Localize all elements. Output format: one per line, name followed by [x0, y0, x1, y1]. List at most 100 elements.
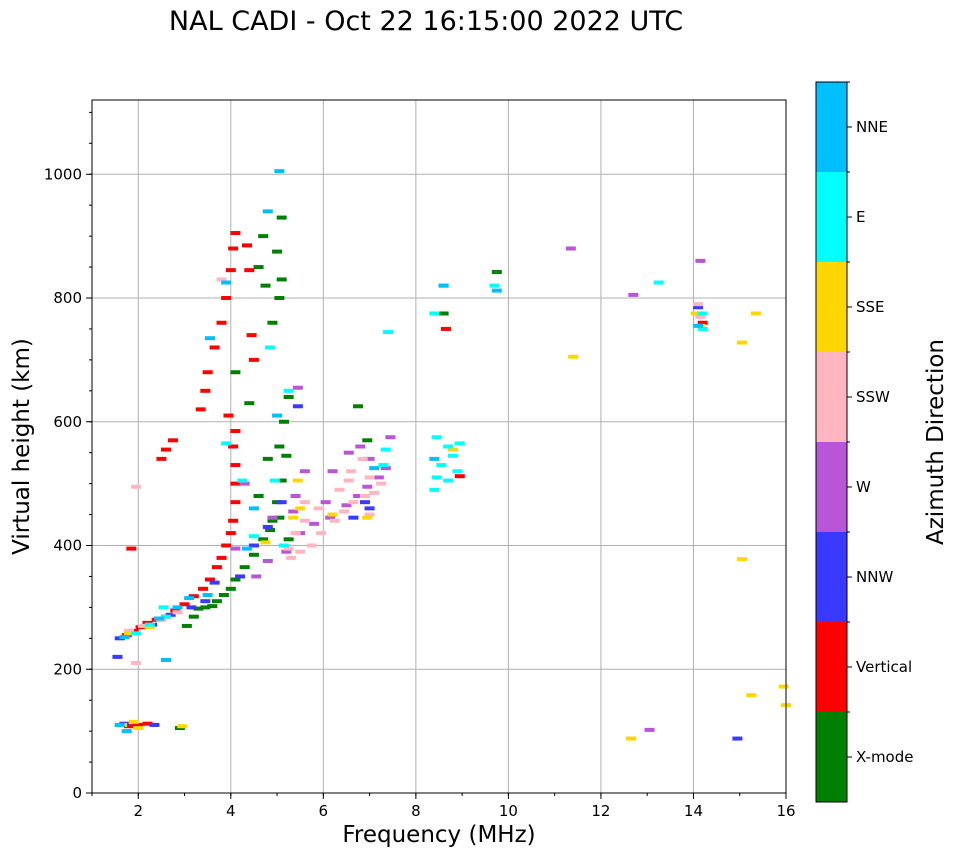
data-point — [452, 469, 463, 474]
data-point — [130, 484, 141, 489]
data-point — [299, 518, 310, 523]
data-point — [161, 447, 172, 452]
series-nne — [114, 169, 704, 734]
data-point — [746, 693, 757, 698]
y-tick-label: 1000 — [44, 165, 82, 183]
data-point — [121, 729, 132, 734]
data-point — [130, 631, 141, 636]
colorbar-segment — [816, 622, 847, 712]
data-point — [279, 419, 290, 424]
colorbar-segment — [816, 352, 847, 442]
data-point — [380, 447, 391, 452]
data-point — [320, 500, 331, 505]
colorbar-title: Azimuth Direction — [923, 339, 949, 545]
data-point — [253, 265, 264, 270]
data-point — [290, 531, 301, 536]
data-point — [260, 283, 271, 288]
data-point — [142, 721, 153, 726]
data-point — [209, 580, 220, 585]
data-point — [204, 336, 215, 341]
data-point — [128, 719, 139, 724]
data-point — [124, 631, 135, 636]
data-point — [230, 370, 241, 375]
data-point — [216, 277, 227, 282]
data-point — [200, 599, 211, 604]
data-point — [283, 395, 294, 399]
data-point — [697, 326, 708, 331]
data-point — [279, 543, 290, 548]
data-point — [200, 388, 211, 393]
data-point — [137, 623, 148, 628]
data-point — [216, 555, 227, 560]
data-point — [447, 447, 458, 452]
data-point — [172, 605, 183, 610]
data-point — [262, 558, 273, 563]
data-point — [309, 521, 320, 526]
data-point — [695, 314, 706, 319]
data-point — [200, 605, 211, 610]
data-point — [218, 593, 229, 597]
data-point — [258, 234, 269, 239]
colorbar-segment — [816, 172, 847, 262]
data-point — [274, 296, 285, 300]
data-point — [221, 280, 232, 285]
data-point — [281, 453, 292, 458]
x-tick-label: 8 — [411, 802, 421, 820]
data-point — [230, 231, 241, 236]
colorbar-segment — [816, 82, 847, 172]
data-point — [376, 481, 387, 486]
colorbar-label: Vertical — [856, 658, 912, 676]
data-point — [283, 546, 294, 551]
data-point — [281, 549, 292, 554]
data-point — [230, 429, 241, 434]
data-point — [244, 268, 255, 273]
data-point — [228, 246, 239, 251]
colorbar-label: W — [856, 478, 871, 496]
data-point — [184, 596, 195, 601]
data-point — [380, 466, 391, 471]
data-point — [265, 345, 276, 350]
data-point — [241, 546, 252, 551]
data-point — [292, 404, 303, 409]
plot-area — [92, 100, 786, 793]
series-e — [130, 280, 708, 636]
data-point — [124, 724, 135, 729]
data-point — [209, 345, 220, 350]
data-point — [144, 625, 155, 630]
data-point — [355, 444, 366, 449]
data-point — [431, 475, 442, 480]
data-point — [230, 546, 241, 551]
data-point — [491, 270, 502, 275]
x-tick-label: 6 — [319, 802, 329, 820]
data-point — [290, 494, 301, 498]
data-point — [565, 246, 576, 251]
data-point — [732, 736, 743, 741]
colorbar-label: SSE — [856, 298, 885, 316]
data-point — [288, 515, 299, 520]
data-point — [258, 537, 269, 542]
data-point — [737, 557, 748, 562]
x-tick-label: 4 — [226, 802, 236, 820]
data-point — [251, 574, 262, 579]
colorbar-segment — [816, 712, 847, 802]
data-point — [628, 292, 639, 297]
data-point — [364, 506, 375, 511]
data-point — [431, 435, 442, 440]
data-point — [246, 333, 257, 338]
data-point — [306, 543, 317, 548]
colorbar-segment — [816, 532, 847, 622]
data-point — [230, 577, 241, 582]
colorbar-label: SSW — [856, 388, 890, 406]
y-tick-label: 200 — [53, 660, 82, 678]
colorbar-frame — [815, 81, 848, 803]
data-point — [133, 722, 144, 727]
data-point — [262, 524, 273, 529]
data-point — [225, 268, 236, 273]
data-point — [327, 469, 338, 474]
data-point — [276, 500, 287, 505]
colorbar-label: NNW — [856, 568, 893, 586]
colorbar-segment — [816, 442, 847, 532]
data-point — [267, 518, 278, 523]
data-point — [346, 469, 357, 474]
data-point — [329, 518, 340, 523]
